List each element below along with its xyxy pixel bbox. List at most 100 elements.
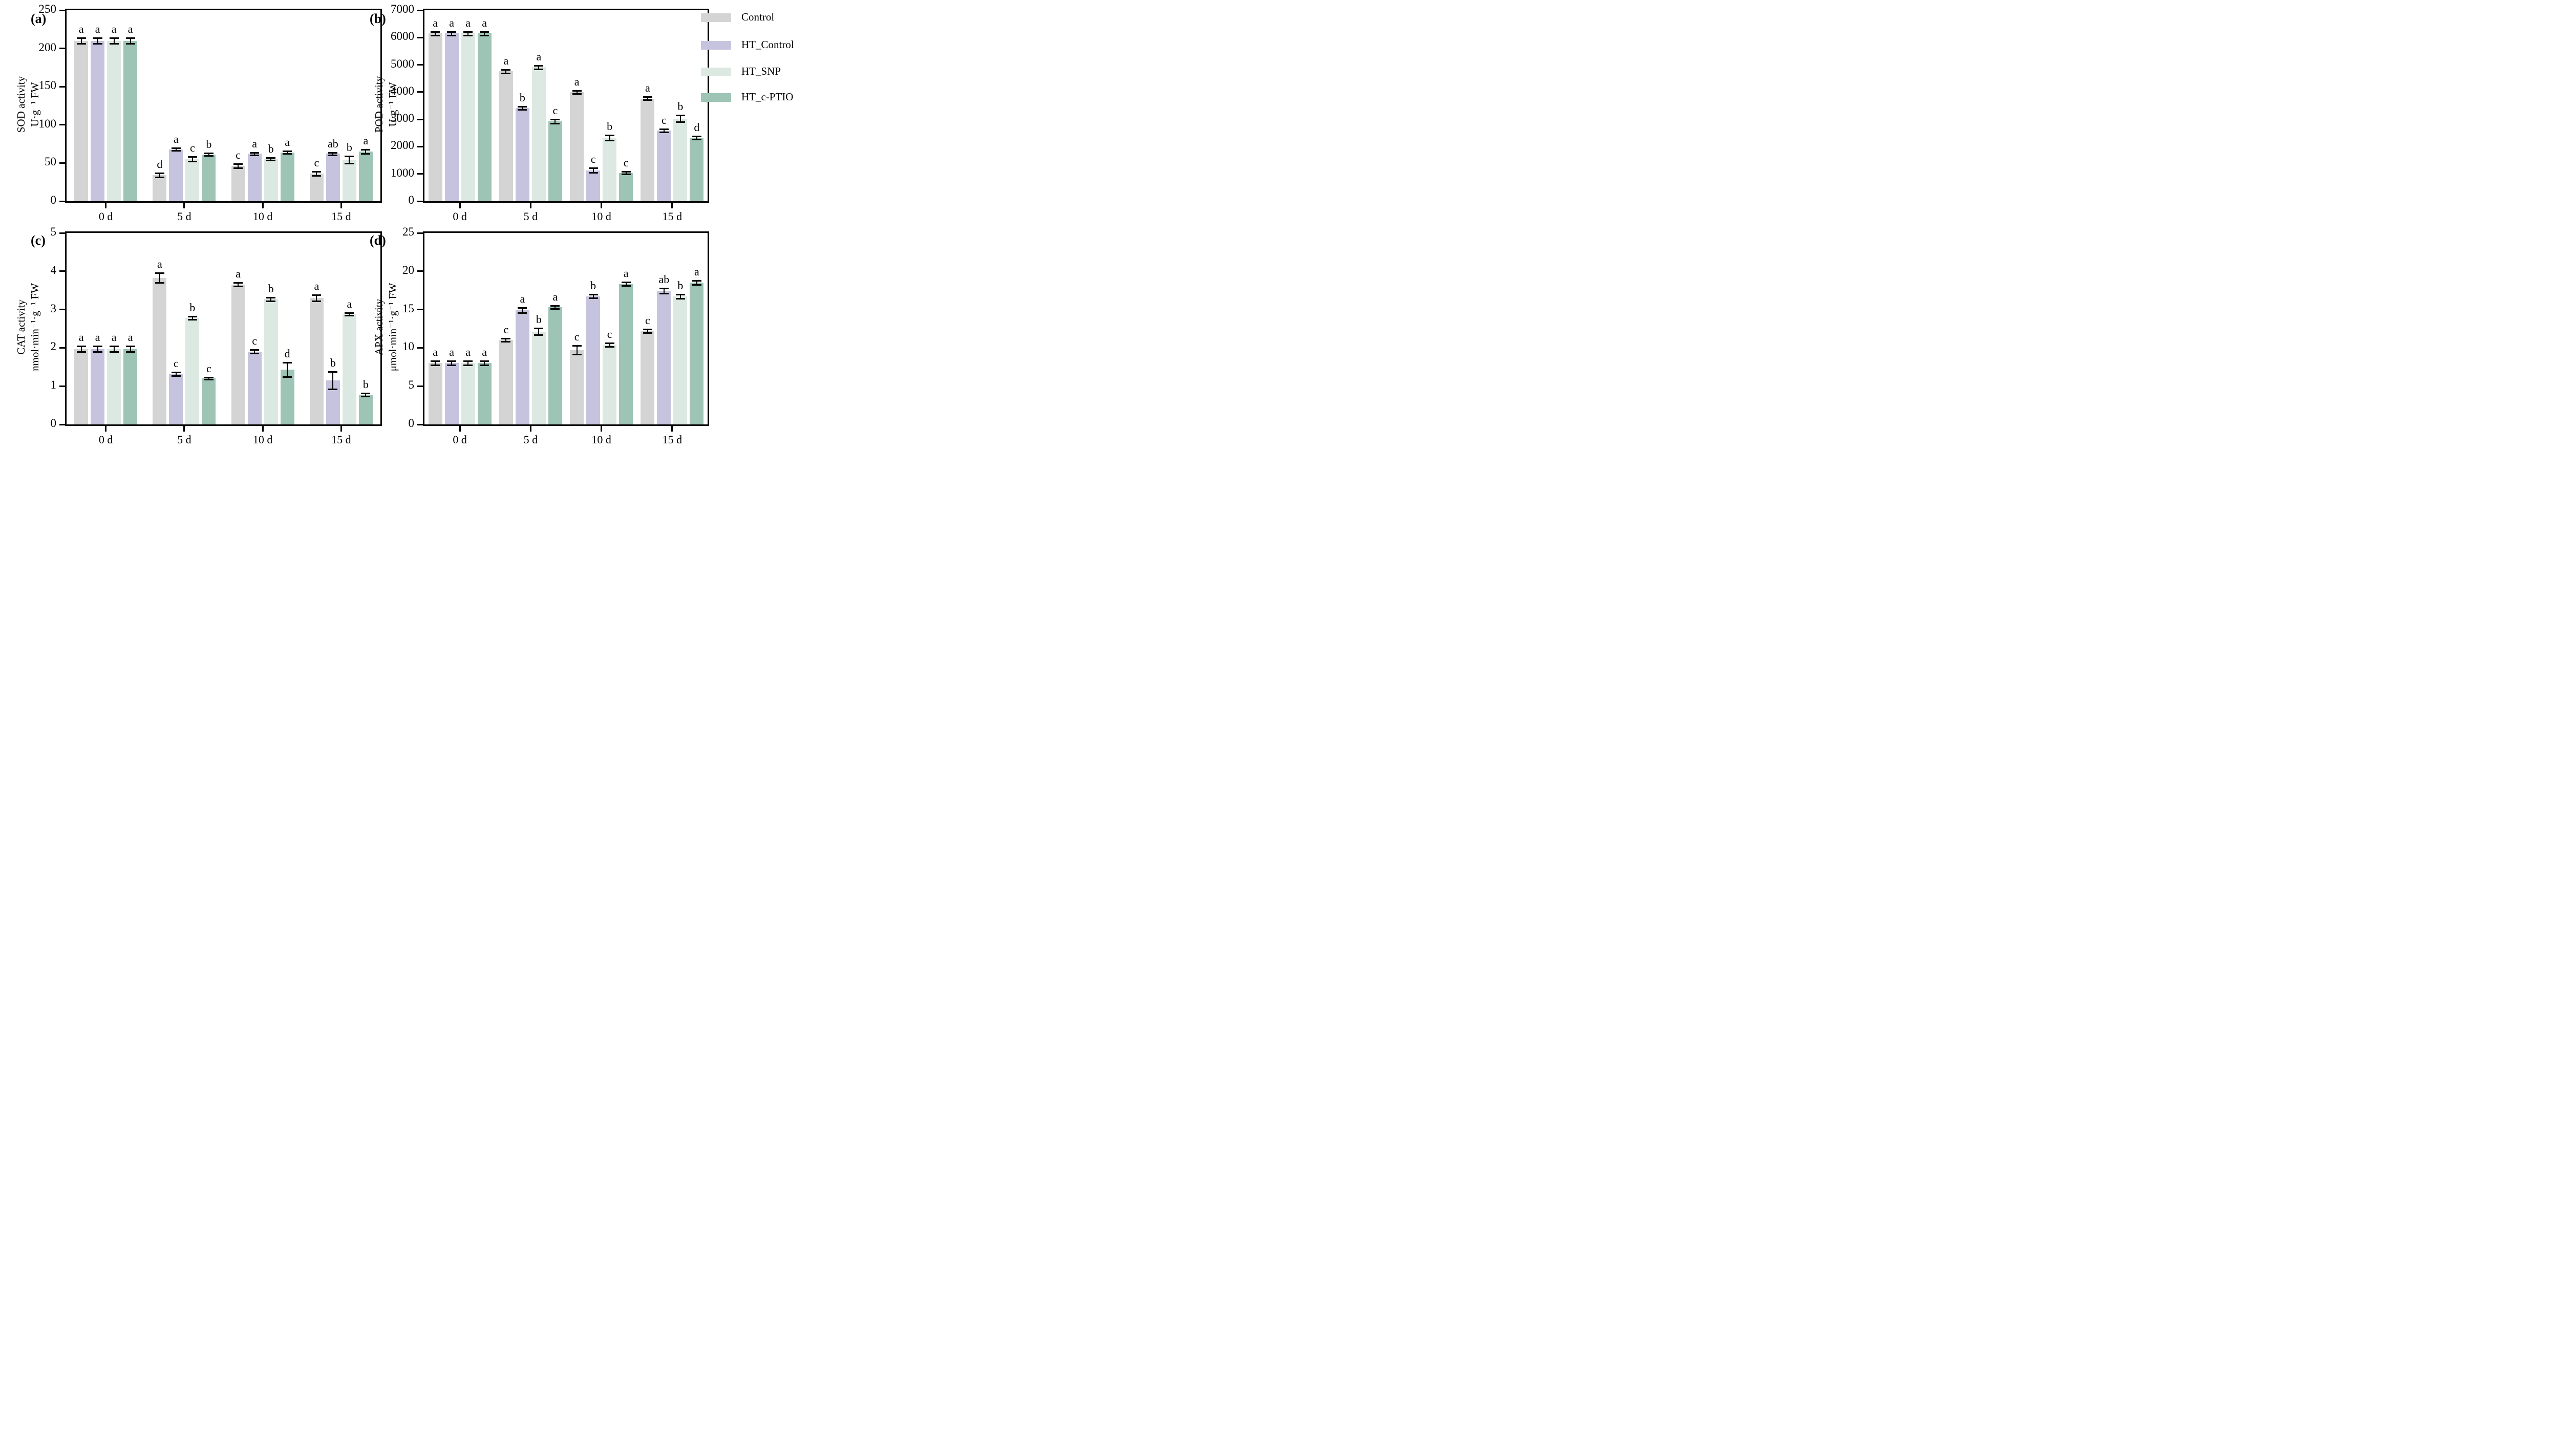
bar-ht_c-ptio-15d <box>358 395 373 424</box>
significance-letter: c <box>503 323 509 336</box>
y-tick-label: 10 <box>402 340 414 353</box>
significance-letter: a <box>173 132 179 145</box>
error-bar-cap-top <box>93 37 102 39</box>
error-bar <box>435 31 436 36</box>
error-bar <box>208 153 209 156</box>
significance-letter: a <box>236 267 241 281</box>
error-bar <box>332 152 334 156</box>
error-bar <box>625 282 627 286</box>
significance-letter: c <box>574 330 580 343</box>
y-tick-label: 7000 <box>391 3 414 15</box>
error-bar-cap-top <box>431 360 440 362</box>
error-bar-cap-bottom <box>171 150 181 152</box>
error-bar-cap-bottom <box>572 93 582 95</box>
error-bar-cap-top <box>501 69 511 71</box>
error-bar-cap-bottom <box>109 43 119 45</box>
error-bar-cap-bottom <box>233 167 243 169</box>
bar-ht_snp-5d <box>531 67 546 201</box>
significance-letter: b <box>362 378 369 391</box>
error-bar-cap-top <box>550 305 560 307</box>
error-bar-cap-bottom <box>233 286 243 288</box>
panel-b-y-axis-title: POD activity U·g⁻¹ FW <box>372 23 400 186</box>
error-bar-cap-bottom <box>643 332 652 334</box>
bar-ht_control-10d <box>247 154 262 201</box>
error-bar-cap-top <box>171 371 181 373</box>
bar-control-10d <box>231 166 245 201</box>
x-tick <box>601 203 603 208</box>
error-bar <box>175 147 177 151</box>
error-bar <box>97 346 98 352</box>
error-bar-cap-top <box>621 282 631 284</box>
x-tick <box>105 203 107 208</box>
significance-letter: a <box>482 16 487 29</box>
error-bar-cap-top <box>283 361 292 363</box>
y-tick-label: 100 <box>38 117 57 130</box>
bar-ht_control-0d <box>91 349 105 424</box>
y-tick-label: 5 <box>50 225 57 238</box>
significance-letter: a <box>347 297 352 310</box>
error-bar <box>365 149 367 154</box>
x-tick-label: 10 d <box>252 433 273 446</box>
error-bar-cap-top <box>93 345 102 347</box>
x-tick-label: 5 d <box>177 210 191 223</box>
error-bar-cap-top <box>361 148 371 151</box>
error-bar <box>159 272 160 283</box>
error-bar-cap-bottom <box>480 365 489 367</box>
error-bar <box>696 136 697 140</box>
error-bar-cap-bottom <box>534 334 544 336</box>
y-tick <box>59 48 65 50</box>
x-tick-label: 0 d <box>98 433 113 446</box>
error-bar-cap-top <box>155 272 164 274</box>
error-bar <box>522 307 523 313</box>
error-bar-cap-bottom <box>643 99 652 101</box>
x-tick-label: 5 d <box>523 210 538 223</box>
significance-letter: a <box>520 292 525 305</box>
y-tick-label: 0 <box>408 194 415 206</box>
error-bar-cap-bottom <box>187 318 197 320</box>
bar-ht_snp-15d <box>673 118 688 201</box>
error-bar-cap-top <box>250 152 260 154</box>
error-bar-cap-bottom <box>283 153 292 155</box>
error-bar-cap-top <box>463 360 473 362</box>
error-bar <box>287 362 288 377</box>
error-bar <box>208 377 209 380</box>
error-bar-cap-top <box>605 342 614 344</box>
error-bar-cap-top <box>692 135 701 137</box>
bar-control-10d <box>231 284 245 424</box>
bar-ht_snp-5d <box>185 159 200 201</box>
error-bar-cap-bottom <box>431 34 440 36</box>
significance-letter: b <box>346 140 352 154</box>
error-bar <box>316 171 317 176</box>
y-tick <box>417 423 423 425</box>
y-tick <box>59 423 65 425</box>
error-bar <box>316 295 317 302</box>
legend-label-ht-c-ptio: HT_c-PTIO <box>741 91 794 103</box>
error-bar-cap-top <box>361 393 371 395</box>
bar-ht_snp-15d <box>342 160 356 201</box>
bar-ht_c-ptio-15d <box>358 152 373 201</box>
y-tick <box>417 64 423 66</box>
bar-control-5d <box>153 277 167 424</box>
y-tick-label: 50 <box>45 155 56 168</box>
significance-letter: a <box>433 345 438 358</box>
error-bar-cap-top <box>328 371 338 373</box>
error-bar-cap-top <box>588 294 598 296</box>
significance-letter: c <box>623 156 629 169</box>
significance-letter: a <box>552 290 558 304</box>
y-tick-label: 6000 <box>391 30 414 43</box>
error-bar <box>663 288 665 294</box>
error-bar <box>159 173 160 178</box>
error-bar-cap-top <box>534 328 544 330</box>
error-bar-cap-bottom <box>463 365 473 367</box>
bar-control-10d <box>570 350 584 424</box>
error-bar <box>287 151 288 154</box>
error-bar-cap-bottom <box>93 43 102 45</box>
error-bar <box>696 280 697 285</box>
significance-letter: b <box>330 356 336 369</box>
bar-ht_snp-15d <box>673 296 688 424</box>
error-bar-cap-bottom <box>605 346 614 348</box>
error-bar-cap-top <box>692 280 701 282</box>
bar-ht_snp-15d <box>342 314 356 424</box>
y-tick <box>417 173 423 175</box>
